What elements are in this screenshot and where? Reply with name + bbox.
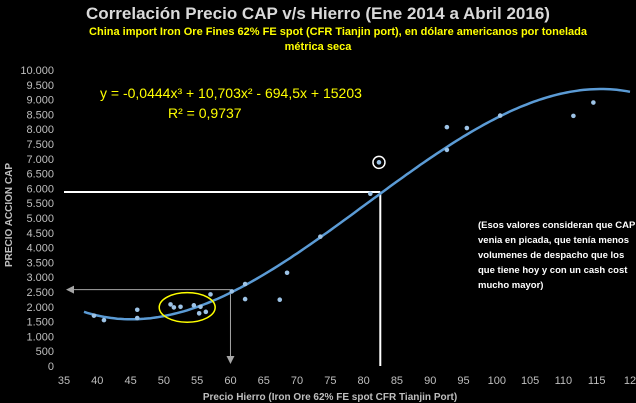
- data-point: [444, 147, 450, 153]
- data-point: [277, 297, 283, 302]
- x-tick-label: 70: [291, 375, 303, 387]
- annotation-line-5: mucho mayor): [478, 280, 543, 291]
- y-tick-label: 8.500: [26, 109, 54, 121]
- x-tick-label: 40: [91, 375, 103, 387]
- highlighted-point-ring: [372, 155, 386, 170]
- x-tick-label: 95: [457, 375, 469, 387]
- annotation-note: (Esos valores consideran que CAP venia e…: [478, 220, 636, 291]
- annotation-line-1: (Esos valores consideran que CAP: [478, 220, 636, 231]
- trendline-r-squared: R² = 0,9737: [168, 105, 242, 121]
- y-tick-label: 7.500: [26, 139, 54, 151]
- data-point: [229, 289, 235, 294]
- x-tick-label: 35: [58, 375, 70, 387]
- x-tick-label: 75: [324, 375, 336, 387]
- y-tick-label: 9.500: [26, 80, 54, 92]
- x-tick-label: 55: [191, 375, 203, 387]
- annotation-line-3: volumenes de despacho que los: [478, 250, 624, 261]
- y-tick-label: 2.000: [26, 302, 54, 314]
- x-axis: 35 40 45 50 55 60 65 70 75 80 85 90 95 100 105 110 115 12: [58, 375, 636, 387]
- data-points: [91, 100, 596, 323]
- y-tick-label: 5.500: [26, 198, 54, 210]
- cluster-highlight-ellipse: [158, 291, 216, 323]
- data-point: [203, 309, 209, 315]
- data-point: [101, 317, 107, 323]
- data-point: [497, 113, 503, 118]
- x-tick-label: 12: [624, 375, 636, 387]
- data-point: [591, 100, 596, 105]
- x-tick-label: 80: [358, 375, 370, 387]
- annotation-line-4: que tiene hoy y con un cash cost: [478, 265, 628, 276]
- x-tick-label: 45: [124, 375, 136, 387]
- y-tick-label: 6.500: [26, 169, 54, 181]
- chart-subtitle-line-1: China import Iron Ore Fines 62% FE spot …: [89, 26, 588, 38]
- annotation-line-2: venia en picada, que tenía menos: [478, 235, 629, 246]
- data-point: [208, 292, 213, 297]
- y-tick-label: 7.000: [26, 154, 54, 166]
- x-tick-label: 65: [258, 375, 270, 387]
- data-point: [444, 124, 450, 130]
- x-tick-label: 85: [391, 375, 403, 387]
- y-tick-label: 0: [48, 361, 54, 373]
- y-axis: 0 500 1.000 1.500 2.000 2.500 3.000 3.500 4.000 4…: [20, 65, 54, 373]
- data-point: [198, 304, 203, 310]
- data-point: [178, 304, 183, 310]
- y-axis-label: PRECIO ACCION CAP: [4, 163, 15, 267]
- data-point: [168, 302, 173, 307]
- data-point: [171, 305, 177, 310]
- data-point: [368, 191, 373, 197]
- y-tick-label: 3.000: [26, 272, 54, 284]
- y-tick-label: 1.500: [26, 317, 54, 329]
- y-tick-label: 1.000: [26, 331, 54, 343]
- y-tick-label: 8.000: [26, 124, 54, 136]
- x-tick-label: 100: [488, 375, 506, 387]
- data-point: [134, 307, 140, 313]
- x-tick-label: 105: [521, 375, 539, 387]
- chart-title: Correlación Precio CAP v/s Hierro (Ene 2…: [86, 4, 550, 23]
- data-point: [284, 270, 290, 276]
- y-tick-label: 4.000: [26, 243, 54, 255]
- data-point: [376, 160, 382, 165]
- data-point: [196, 311, 202, 316]
- y-tick-label: 6.000: [26, 183, 54, 195]
- x-tick-label: 60: [224, 375, 236, 387]
- data-point: [242, 281, 248, 287]
- y-tick-label: 10.000: [20, 65, 54, 77]
- x-tick-label: 115: [588, 375, 606, 387]
- x-tick-label: 90: [424, 375, 436, 387]
- data-point: [571, 113, 576, 119]
- y-tick-label: 5.000: [26, 213, 54, 225]
- data-point: [91, 313, 97, 318]
- chart-subtitle-line-2: métrica seca: [285, 41, 353, 53]
- y-tick-label: 2.500: [26, 287, 54, 299]
- data-point: [318, 234, 323, 239]
- y-tick-label: 500: [36, 346, 54, 358]
- trendline-equation: y = -0,0444x³ + 10,703x² - 694,5x + 1520…: [100, 85, 362, 101]
- x-axis-label: Precio Hierro (Iron Ore 62% FE spot CFR …: [203, 392, 457, 403]
- x-tick-label: 110: [555, 375, 573, 387]
- trendline: [83, 87, 631, 321]
- data-point: [134, 315, 140, 321]
- x-tick-label: 50: [158, 375, 170, 387]
- data-point: [191, 303, 197, 308]
- y-tick-label: 3.500: [26, 257, 54, 269]
- guide-lines: [64, 190, 382, 366]
- y-tick-label: 4.500: [26, 228, 54, 240]
- y-tick-label: 9.000: [26, 95, 54, 107]
- data-point: [242, 296, 248, 302]
- data-point: [464, 125, 470, 131]
